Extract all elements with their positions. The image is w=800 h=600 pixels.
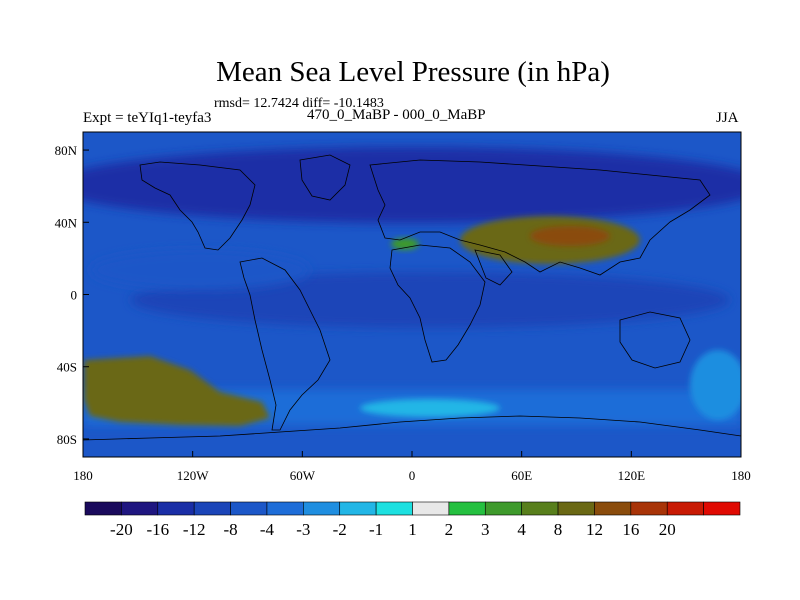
x-tick-label: 180 xyxy=(73,468,93,483)
colorbar-label: 20 xyxy=(659,520,676,539)
colorbar-swatch xyxy=(484,501,522,516)
colorbar-label: 3 xyxy=(481,520,490,539)
colorbar-label: 4 xyxy=(517,520,526,539)
colorbar-label: -1 xyxy=(369,520,383,539)
colorbar-swatch xyxy=(375,501,413,516)
colorbar-label: -2 xyxy=(333,520,347,539)
pressure-field xyxy=(83,132,741,457)
colorbar-label: -3 xyxy=(296,520,310,539)
colorbar-swatch xyxy=(557,501,595,516)
stats-label: rmsd= 12.7424 diff= -10.1483 xyxy=(214,96,384,111)
y-tick-label: 40S xyxy=(57,360,77,375)
field-region-south-pacific-high xyxy=(84,356,270,426)
colorbar-swatch xyxy=(230,501,268,516)
colorbar-swatch xyxy=(303,501,341,516)
chart-title: Mean Sea Level Pressure (in hPa) xyxy=(216,56,610,88)
y-tick-label: 0 xyxy=(71,288,78,303)
x-tick-label: 60E xyxy=(511,468,532,483)
field-region-mediterranean-high xyxy=(391,238,419,250)
coastline-greenland xyxy=(299,154,351,201)
colorbar: -20 -16 -12 -8 -4 -3 -2 -1 1 2 3 4 8 12 16 20 xyxy=(84,501,741,539)
x-tick-label: 120E xyxy=(618,468,646,483)
field-region-australian-patch xyxy=(690,350,741,420)
colorbar-label: -12 xyxy=(183,520,206,539)
season-label: JJA xyxy=(716,110,739,126)
x-axis: 180 120W 60W 0 60E 120E 180 xyxy=(73,451,751,483)
colorbar-swatch xyxy=(521,501,559,516)
coastline-south-america xyxy=(239,257,331,431)
experiment-label: Expt = teYIq1-teyfa3 xyxy=(83,110,212,126)
x-tick-label: 180 xyxy=(731,468,751,483)
colorbar-swatch xyxy=(630,501,668,516)
colorbar-swatch xyxy=(157,501,195,516)
colorbar-swatch xyxy=(666,501,704,516)
colorbar-swatch xyxy=(339,501,377,516)
colorbar-swatch xyxy=(84,501,122,516)
coastline-africa xyxy=(389,244,486,363)
field-region-southern-atlantic-patch xyxy=(360,399,500,417)
colorbar-swatch xyxy=(448,501,486,516)
field-region-tropical-belt xyxy=(130,272,730,328)
colorbar-swatch xyxy=(266,501,304,516)
field-region-pacific-ridge xyxy=(90,250,310,290)
colorbar-label: 2 xyxy=(445,520,454,539)
x-tick-label: 120W xyxy=(177,468,210,483)
x-tick-label: 0 xyxy=(409,468,416,483)
x-tick-label: 60W xyxy=(290,468,316,483)
coastline-eurasia xyxy=(369,159,711,276)
colorbar-swatch xyxy=(594,501,632,516)
coastlines xyxy=(83,154,741,441)
colorbar-swatch xyxy=(121,501,159,516)
coastline-antarctica xyxy=(83,415,741,441)
colorbar-label: 16 xyxy=(622,520,639,539)
colorbar-label: 8 xyxy=(554,520,563,539)
colorbar-label: -4 xyxy=(260,520,275,539)
colorbar-label: -8 xyxy=(223,520,237,539)
coastline-arabia xyxy=(474,249,513,286)
colorbar-swatch xyxy=(193,501,231,516)
coastline-australia xyxy=(619,311,691,369)
colorbar-label: -16 xyxy=(146,520,169,539)
y-tick-label: 80S xyxy=(57,432,77,447)
field-region-northern-band xyxy=(83,147,741,223)
period-label: 470_0_MaBP - 000_0_MaBP xyxy=(307,107,486,123)
coastline-north-america xyxy=(139,161,256,251)
y-axis: 80N 40N 0 40S 80S xyxy=(55,143,89,447)
field-region-asian-high-core xyxy=(530,226,610,246)
colorbar-swatch xyxy=(703,501,741,516)
y-tick-label: 40N xyxy=(55,215,78,230)
y-tick-label: 80N xyxy=(55,143,78,158)
colorbar-label: 1 xyxy=(408,520,417,539)
colorbar-label: 12 xyxy=(586,520,603,539)
colorbar-swatch xyxy=(412,501,450,516)
colorbar-label: -20 xyxy=(110,520,133,539)
